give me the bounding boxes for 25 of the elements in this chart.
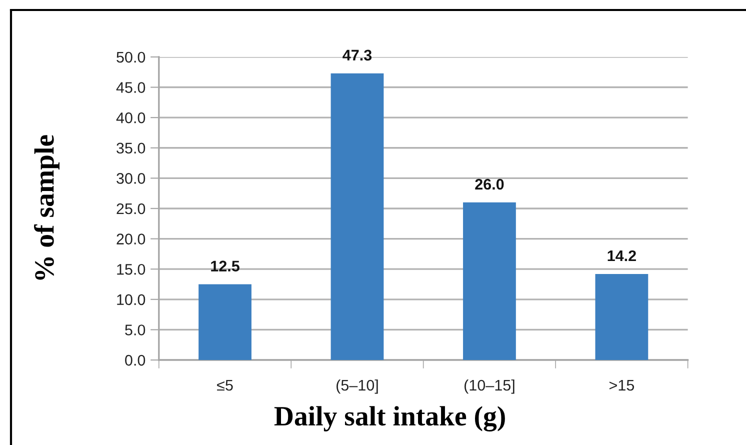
y-tick-label: 5.0: [125, 324, 146, 336]
bar: [198, 284, 252, 360]
data-label: 26.0: [475, 178, 504, 190]
y-tick-label: 25.0: [116, 203, 146, 214]
x-tick-label: (5–10]: [336, 379, 378, 394]
data-label: 47.3: [342, 50, 372, 61]
bar: [463, 202, 516, 360]
y-tick-label: 45.0: [116, 82, 146, 93]
y-tick-label: 0.0: [125, 354, 146, 366]
y-tick-label: 15.0: [117, 264, 146, 275]
x-tick-label: >15: [609, 380, 634, 391]
data-label: 12.5: [211, 260, 240, 272]
x-tick-label: ≤5: [217, 380, 233, 391]
data-label: 14.2: [608, 250, 636, 262]
bar: [330, 73, 384, 360]
y-tick-label: 40.0: [116, 112, 146, 124]
y-axis-title: % of sample: [34, 135, 60, 280]
y-tick-label: 10.0: [117, 294, 146, 306]
bar: [595, 274, 648, 360]
x-axis-title: Daily salt intake (g): [274, 406, 505, 432]
y-tick-label: 20.0: [116, 234, 146, 244]
y-tick-label: 35.0: [116, 142, 146, 154]
y-tick-label: 50.0: [116, 52, 146, 63]
y-tick-label: 30.0: [116, 173, 146, 184]
x-tick-label: (10–15]: [464, 379, 514, 394]
